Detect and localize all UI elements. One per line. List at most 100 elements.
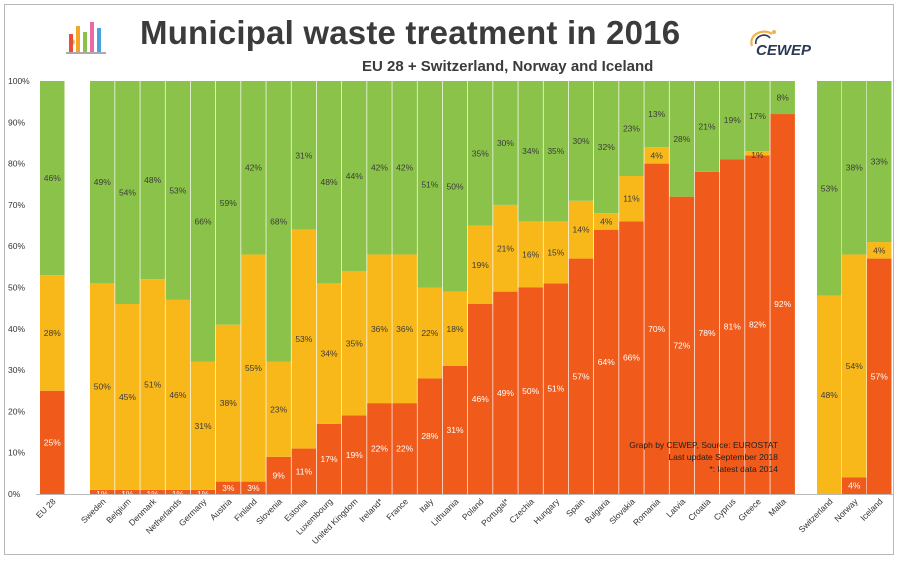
credit-line-3: *: latest data 2014 (709, 464, 778, 474)
data-label: 14% (573, 225, 590, 235)
data-label: 34% (522, 146, 539, 156)
data-label: 33% (871, 157, 888, 167)
bar-segment-landfill (594, 229, 619, 494)
bar-segment-recycling (493, 81, 518, 205)
data-label: 46% (472, 394, 489, 404)
data-label: 4% (651, 150, 664, 160)
bar-segment-recycling (291, 81, 317, 230)
bar-segment-landfill (468, 304, 493, 494)
data-label: 44% (346, 171, 363, 181)
x-tick-label: Sweden (79, 496, 108, 525)
x-tick-label: Latvia (664, 496, 687, 519)
bar-segment-landfill (543, 283, 569, 494)
data-label: 53% (295, 334, 312, 344)
y-tick-label: 50% (8, 283, 25, 293)
data-label: 49% (94, 177, 111, 187)
bar-segment-incineration (216, 324, 241, 482)
bar-segment-incineration (543, 221, 569, 284)
bar-segment-landfill (417, 378, 443, 494)
bar-segment-landfill (291, 448, 317, 494)
data-label: 1% (147, 489, 160, 499)
data-label: 36% (371, 324, 388, 334)
bar-segment-incineration (367, 254, 392, 404)
data-label: 23% (623, 123, 640, 133)
bar-segment-incineration (316, 283, 342, 424)
bar-segment-recycling (140, 81, 165, 280)
x-tick-label: Croatia (686, 496, 713, 523)
credit-line-2: Last update September 2018 (668, 452, 778, 462)
data-label: 51% (421, 179, 438, 189)
data-label: 64% (598, 357, 615, 367)
y-tick-label: 10% (8, 448, 25, 458)
y-tick-label: 80% (8, 159, 25, 169)
data-label: 82% (749, 320, 766, 330)
chart-subtitle: EU 28 + Switzerland, Norway and Iceland (362, 58, 654, 75)
data-label: 1% (197, 489, 210, 499)
bar-segment-recycling (266, 81, 291, 362)
x-tick-label: Hungary (531, 496, 561, 526)
bar-segment-landfill (842, 477, 867, 494)
y-tick-label: 40% (8, 324, 25, 334)
data-label: 30% (573, 136, 590, 146)
data-label: 1% (751, 150, 764, 160)
x-tick-label: Norway (832, 496, 860, 524)
bar-segment-landfill (518, 287, 543, 494)
data-label: 22% (421, 328, 438, 338)
data-label: 42% (245, 163, 262, 173)
chart-title: Municipal waste treatment in 2016 (140, 14, 681, 51)
data-label: 48% (821, 390, 838, 400)
bar-segment-recycling (770, 81, 795, 115)
x-tick-label: Lithuania (429, 496, 461, 528)
brand-name: CEWEP (756, 42, 812, 59)
bar-segment-incineration (190, 361, 216, 490)
x-tick-label: Germany (177, 496, 209, 528)
data-label: 57% (871, 371, 888, 381)
data-label: 31% (447, 425, 464, 435)
bar-segment-landfill (493, 291, 518, 494)
x-tick-label: Cyprus (712, 496, 738, 522)
data-label: 11% (296, 466, 313, 476)
bar-segment-incineration (442, 291, 468, 366)
data-label: 50% (94, 382, 111, 392)
bar-segment-recycling (40, 81, 65, 276)
bar-segment-incineration (568, 200, 594, 259)
data-label: 17% (321, 454, 338, 464)
data-label: 72% (673, 340, 690, 350)
data-label: 81% (724, 322, 741, 332)
bar-segment-landfill (190, 489, 216, 494)
data-label: 21% (497, 243, 514, 253)
bar-segment-landfill (266, 456, 291, 494)
bar-segment-incineration (90, 283, 115, 490)
y-tick-label: 70% (8, 200, 25, 210)
bar-segment-recycling (842, 81, 867, 255)
bar-segment-landfill (644, 163, 669, 494)
data-label: 49% (497, 388, 514, 398)
bar-segment-incineration (40, 275, 65, 391)
data-label: 21% (699, 121, 716, 131)
x-tick-label: Switzerland (797, 496, 835, 534)
bar-segment-landfill (316, 423, 342, 494)
bar-segment-incineration (266, 361, 291, 457)
bar-segment-recycling (342, 81, 367, 271)
bar-segment-landfill (669, 196, 695, 494)
x-tick-label: Slovenia (254, 496, 284, 526)
bar-segment-landfill (745, 155, 770, 494)
bar-segment-incineration (115, 304, 140, 490)
data-label: 31% (295, 150, 312, 160)
y-tick-label: 20% (8, 406, 25, 416)
data-label: 1% (121, 489, 134, 499)
bar-segment-landfill (140, 489, 165, 494)
bar-segment-landfill (165, 489, 191, 494)
data-label: 50% (447, 181, 464, 191)
credit-line-1: Graph by CEWEP, Source: EUROSTAT (629, 440, 778, 450)
data-label: 1% (96, 489, 109, 499)
data-label: 31% (195, 421, 212, 431)
data-label: 22% (396, 444, 413, 454)
bar-segment-incineration (417, 287, 443, 379)
data-label: 66% (195, 216, 212, 226)
bar-segment-recycling (316, 81, 342, 284)
y-tick-label: 90% (8, 117, 25, 127)
data-label: 25% (44, 437, 61, 447)
x-tick-label: Romania (631, 496, 662, 527)
y-tick-label: 60% (8, 241, 25, 251)
